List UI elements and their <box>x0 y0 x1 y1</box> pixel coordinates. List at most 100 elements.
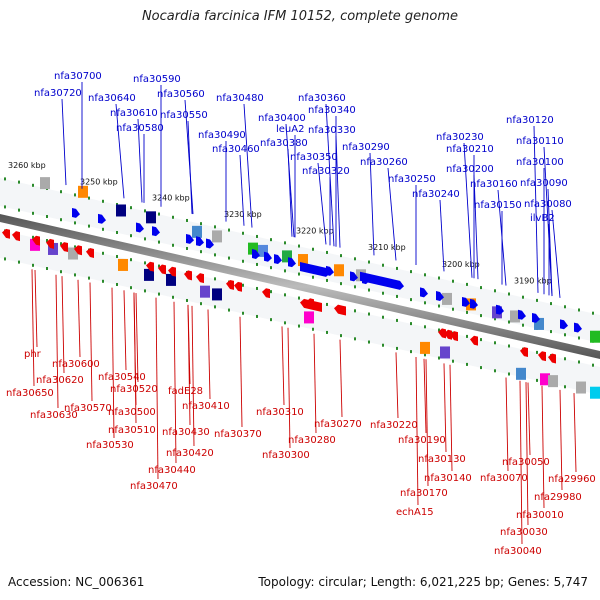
label-leader-line <box>443 363 447 453</box>
label-leader-line <box>243 103 253 228</box>
track-dot <box>74 221 76 225</box>
track-dot <box>340 334 342 338</box>
reverse-gene-label: nfa30220 <box>370 420 418 431</box>
label-leader-line <box>133 292 137 424</box>
track-dot <box>536 350 538 354</box>
label-leader-line <box>285 123 295 238</box>
forward-gene-label: nfa30480 <box>216 93 264 104</box>
track-dot <box>382 291 384 295</box>
label-leader-line <box>423 358 427 434</box>
label-leader-line <box>89 282 93 402</box>
reverse-gene-label: fadE28 <box>168 386 203 397</box>
label-leader-line <box>425 359 429 487</box>
label-leader-line <box>313 333 317 434</box>
track-dot <box>284 321 286 325</box>
forward-gene-arrow <box>496 304 504 315</box>
track-dot <box>480 366 482 370</box>
label-leader-line <box>77 279 81 358</box>
track-dot <box>592 311 594 315</box>
label-leader-line <box>387 167 397 261</box>
feature-box <box>534 317 544 330</box>
feature-box <box>146 211 156 224</box>
reverse-gene-label: nfa30010 <box>516 510 564 521</box>
feature-box <box>116 204 126 217</box>
feature-box <box>192 225 202 238</box>
reverse-gene-arrow <box>86 248 94 258</box>
track-dot <box>116 254 118 258</box>
track-dot <box>256 286 258 290</box>
reverse-gene-label: nfa30190 <box>398 435 446 446</box>
track-dot <box>424 353 426 357</box>
track-dot <box>368 312 370 316</box>
track-dot <box>130 206 132 210</box>
feature-box <box>212 288 222 301</box>
label-leader-line <box>123 290 127 371</box>
label-leader-line <box>55 274 59 409</box>
feature-box <box>144 268 154 281</box>
gene-labels: nfa30700 nfa30720 nfa30640 nfa30590 nfa30610… <box>6 71 596 557</box>
track-dot <box>74 193 76 197</box>
label-leader-line <box>239 316 243 428</box>
forward-gene-label: nfa30240 <box>412 189 460 200</box>
track-dot <box>452 279 454 283</box>
track-dot <box>312 327 314 331</box>
reverse-gene-label: nfa30370 <box>214 429 262 440</box>
track-dot <box>424 325 426 329</box>
reverse-gene-label: nfa30300 <box>262 450 310 461</box>
label-leader-line <box>415 356 419 506</box>
feature-box <box>540 373 550 386</box>
track-dot <box>144 209 146 213</box>
forward-gene-label: nfa30700 <box>54 71 102 82</box>
forward-gene-label: nfa30340 <box>308 105 356 116</box>
track-dot <box>144 237 146 241</box>
reverse-gene-arrow <box>146 261 154 272</box>
kbp-tick-label: 3240 kbp <box>152 194 190 203</box>
forward-gene-label: nfa30490 <box>198 130 246 141</box>
track-dot <box>536 298 538 302</box>
track-dot <box>368 340 370 344</box>
reverse-gene-arrow <box>196 273 204 284</box>
track-dot <box>46 239 48 243</box>
feature-box <box>212 230 222 243</box>
forward-gene-arrow <box>136 222 144 233</box>
forward-gene-arrow <box>98 213 106 224</box>
feature-box <box>510 310 520 323</box>
kbp-tick-label: 3210 kbp <box>368 243 406 252</box>
track-dot <box>578 308 580 312</box>
track-dot <box>438 328 440 332</box>
forward-gene-arrow <box>288 257 296 268</box>
kbp-tick-label: 3260 kbp <box>8 161 46 170</box>
track-dot <box>242 259 244 263</box>
label-leader-line <box>187 120 193 214</box>
track-dot <box>130 234 132 238</box>
label-leader-line <box>439 199 445 272</box>
reverse-gene-label: nfa30140 <box>424 473 472 484</box>
track-dot <box>508 320 510 324</box>
track-dot <box>32 183 34 187</box>
track-dot <box>368 288 370 292</box>
forward-gene-label: nfa30590 <box>133 74 181 85</box>
forward-gene-label: nfa30640 <box>88 93 136 104</box>
track-dot <box>18 180 20 184</box>
track-dot <box>172 215 174 219</box>
reverse-gene-label: phr <box>24 349 42 360</box>
backbone-line <box>0 214 600 359</box>
reverse-gene-arrow <box>520 347 528 358</box>
track-dot <box>354 309 356 313</box>
track-dot <box>480 286 482 290</box>
track-dot <box>32 211 34 215</box>
kbp-tick-label: 3250 kbp <box>80 177 118 186</box>
reverse-gene-label: nfa30030 <box>500 527 548 538</box>
label-leader-line <box>395 352 399 419</box>
track-dot <box>410 322 412 326</box>
feature-box <box>68 247 78 260</box>
track-dot <box>466 362 468 366</box>
track-dot <box>102 279 104 283</box>
label-leader-line <box>287 148 293 237</box>
label-leader-line <box>281 326 285 406</box>
forward-gene-label: nfa30380 <box>260 138 308 149</box>
reverse-gene-label: nfa30430 <box>162 427 210 438</box>
track-dot <box>298 272 300 276</box>
track-dot <box>200 222 202 226</box>
track-dot <box>564 333 566 337</box>
